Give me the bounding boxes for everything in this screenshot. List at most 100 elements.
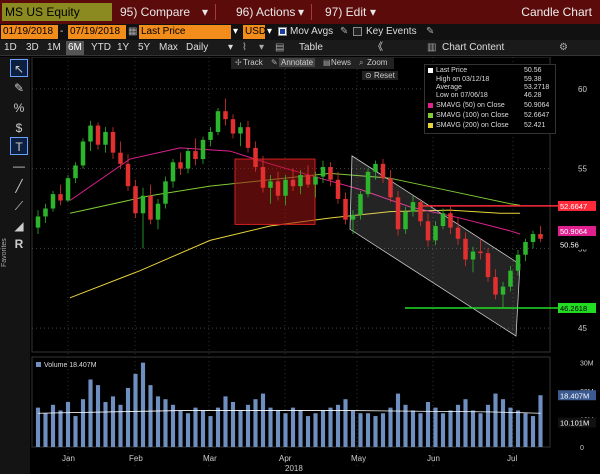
x-tick-label: Jan xyxy=(62,454,75,463)
price-field-dropdown-icon[interactable]: ▾ xyxy=(233,26,239,37)
zoom-button[interactable]: Zoom xyxy=(367,58,388,67)
candle-body xyxy=(238,127,243,134)
frequency-select[interactable]: Daily xyxy=(186,42,209,53)
end-date-input[interactable]: 07/19/2018 xyxy=(68,25,126,39)
compare-dropdown-icon[interactable]: ▾ xyxy=(202,5,209,19)
key-events-checkbox[interactable] xyxy=(353,27,362,36)
news-icon[interactable]: ▤ xyxy=(323,58,331,67)
key-events-edit-icon[interactable]: ✎ xyxy=(426,26,435,37)
price-field-select[interactable]: Last Price xyxy=(139,25,231,39)
candle-body xyxy=(388,178,393,198)
frequency-dropdown-icon[interactable]: ▾ xyxy=(228,42,234,53)
candle-body xyxy=(283,179,288,196)
collapse-panel-icon[interactable]: 《 xyxy=(373,42,383,53)
x-tick-label: May xyxy=(351,454,366,463)
mov-avgs-checkbox[interactable] xyxy=(278,27,287,36)
legend-label: Average xyxy=(436,84,462,91)
trend-line-alt-icon[interactable]: ⟋ xyxy=(14,199,24,213)
volume-bar xyxy=(388,407,393,447)
candle-body xyxy=(193,151,198,160)
y-tick-label: 60 xyxy=(578,85,587,94)
actions-dropdown-icon[interactable]: ▾ xyxy=(298,5,305,19)
period-ytd[interactable]: YTD xyxy=(91,42,111,53)
candle-body xyxy=(493,277,498,295)
calendar-icon[interactable]: ▦ xyxy=(128,26,138,37)
candle-body xyxy=(80,141,86,166)
chart-type-dropdown-icon[interactable]: ▾ xyxy=(259,42,265,53)
volume-bar xyxy=(455,404,461,447)
period-1d[interactable]: 1D xyxy=(4,42,17,53)
candle-body xyxy=(470,251,476,260)
edit-dropdown-icon[interactable]: ▾ xyxy=(370,5,377,19)
candle-body xyxy=(433,226,438,241)
text-tool-icon[interactable]: T xyxy=(10,137,28,155)
ticker-field[interactable]: MS US Equity xyxy=(2,3,112,21)
compare-menu[interactable]: 95) Compare xyxy=(120,5,191,19)
volume-bar xyxy=(125,387,131,447)
mov-avgs-label[interactable]: Mov Avgs xyxy=(290,26,334,37)
support-badge: 46.2618 xyxy=(560,304,587,313)
percent-icon[interactable]: % xyxy=(13,101,25,115)
period-6m[interactable]: 6M xyxy=(66,41,84,55)
candle-body xyxy=(508,270,513,287)
chart-content-button[interactable]: Chart Content xyxy=(442,42,505,53)
currency-select[interactable]: USD xyxy=(243,25,267,39)
start-date-input[interactable]: 01/19/2018 xyxy=(1,25,58,39)
annotate-icon[interactable]: ✎ xyxy=(271,58,278,67)
chart-content-icon[interactable]: ▥ xyxy=(427,42,437,53)
legend-value: 46.28 xyxy=(524,92,542,99)
candle-body xyxy=(335,179,341,199)
volume-bar xyxy=(530,416,536,447)
reset-icon: ⊙ xyxy=(365,71,374,80)
gear-icon[interactable]: ⚙ xyxy=(559,42,568,53)
actions-menu[interactable]: 96) Actions xyxy=(236,5,296,19)
volume-bar xyxy=(103,402,108,447)
mov-avgs-edit-icon[interactable]: ✎ xyxy=(340,26,349,37)
edit-menu[interactable]: 97) Edit xyxy=(325,5,367,19)
volume-bar xyxy=(133,373,138,447)
volume-bar xyxy=(538,395,543,447)
table-icon[interactable]: ▤ xyxy=(275,42,285,53)
dollar-icon[interactable]: $ xyxy=(15,121,23,135)
pencil-icon[interactable]: ✎ xyxy=(13,81,25,95)
r-tool-icon[interactable]: R xyxy=(14,237,24,251)
legend-value: 59.38 xyxy=(524,76,542,83)
candle-body xyxy=(170,162,176,182)
sma50-badge-bg xyxy=(558,226,596,236)
reset-button[interactable]: ⊙ Reset xyxy=(362,71,398,80)
favorites-tab[interactable]: Favorites xyxy=(0,207,9,277)
volume-bar xyxy=(373,416,378,447)
candle-body xyxy=(538,234,543,239)
key-events-label[interactable]: Key Events xyxy=(366,26,417,37)
news-button[interactable]: News xyxy=(331,58,352,67)
zoom-icon[interactable]: ⌕ xyxy=(359,58,364,67)
table-button[interactable]: Table xyxy=(299,42,323,53)
legend-label: Last Price xyxy=(436,67,468,74)
track-icon[interactable]: ✢ xyxy=(235,58,242,67)
period-1y[interactable]: 1Y xyxy=(117,42,130,53)
period-max[interactable]: Max xyxy=(159,42,178,53)
cursor-icon[interactable]: ↖ xyxy=(10,59,28,77)
annotate-button[interactable]: Annotate xyxy=(279,58,316,67)
candle-body xyxy=(485,253,491,278)
date-separator: - xyxy=(60,26,64,37)
period-1m[interactable]: 1M xyxy=(47,42,61,53)
period-3d[interactable]: 3D xyxy=(26,42,39,53)
candle-body xyxy=(230,119,236,134)
horizontal-line-icon[interactable]: — xyxy=(13,159,25,173)
chart-legend[interactable]: Last Price 50.56 High on 03/12/18 59.38 Av… xyxy=(424,64,556,134)
line-chart-icon[interactable]: ⌇ xyxy=(242,42,247,53)
price-chart[interactable]: 45505560 Volume 18.407M30M20M10M0 JanFeb… xyxy=(30,57,600,474)
channel-icon[interactable]: ◢ xyxy=(14,219,24,233)
trend-line-icon[interactable]: ╱ xyxy=(15,179,23,193)
candle-body xyxy=(185,151,191,169)
candle-body xyxy=(110,131,116,153)
legend-value: 50.56 xyxy=(524,67,542,74)
candle-body xyxy=(148,195,153,220)
candle-body xyxy=(343,198,348,220)
currency-dropdown-icon[interactable]: ▾ xyxy=(267,26,273,37)
period-5y[interactable]: 5Y xyxy=(138,42,151,53)
legend-spacer xyxy=(428,77,433,82)
volume-bar xyxy=(433,407,438,447)
track-button[interactable]: Track xyxy=(243,58,263,67)
